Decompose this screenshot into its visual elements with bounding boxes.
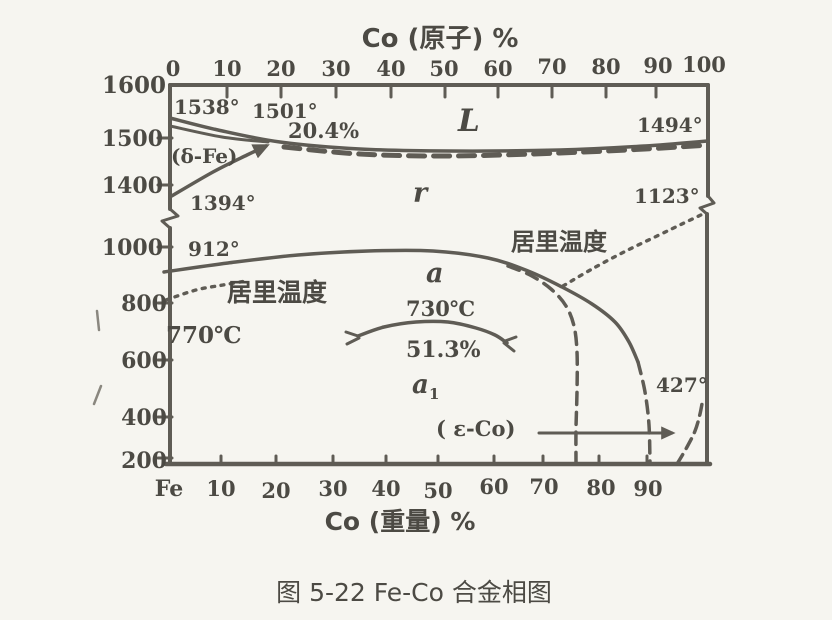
ann-1501: 1501°	[252, 99, 318, 123]
ann-1123: 1123°	[634, 184, 700, 208]
x-tick-Fe: Fe	[155, 476, 183, 502]
top-tick-70: 70	[537, 54, 566, 79]
top-tick-60: 60	[483, 56, 512, 81]
y-tick-1400: 1400	[102, 173, 163, 199]
liquidus-line	[168, 116, 710, 153]
top-tick-0: 0	[166, 56, 181, 81]
y-tick-1000: 1000	[102, 235, 163, 261]
x-tick-70: 70	[529, 474, 558, 499]
axis-ticks	[156, 83, 658, 466]
top-tick-100: 100	[682, 52, 726, 77]
curie-label-left: 居里温度	[227, 278, 327, 307]
y-tick-1600: 1600	[102, 72, 166, 99]
y-tick-400: 400	[121, 405, 167, 431]
alpha-gamma-boundary	[162, 248, 640, 364]
x-tick-80: 80	[586, 475, 615, 500]
margin-mark-upper	[95, 309, 101, 332]
margin-mark-lower	[92, 384, 103, 406]
phase-alpha: a	[426, 258, 444, 289]
right-axis-break	[698, 194, 716, 216]
phase-epsilon-co: ( ε-Co)	[436, 416, 515, 441]
x-tick-20: 20	[261, 478, 290, 503]
figure-labels: Co (原子) %0 10 20 30 40 50 60 70 80 90 100160015001…	[102, 24, 726, 607]
figure-caption: 图 5-22 Fe-Co 合金相图	[276, 578, 552, 607]
x-tick-60: 60	[479, 474, 508, 499]
phase-gamma: r	[413, 178, 429, 209]
phase-alpha1: a	[412, 370, 429, 400]
y-tick-200: 200	[121, 448, 167, 474]
ordering-dome-730	[356, 319, 509, 345]
top-tick-20: 20	[266, 56, 295, 81]
curie-label-right: 居里温度	[511, 228, 608, 256]
ann-51-3pct: 51.3%	[406, 337, 481, 363]
y-tick-1500: 1500	[102, 126, 163, 152]
curie-line-dotted-left	[164, 279, 248, 302]
ann-770: 770℃	[166, 322, 242, 349]
ann-730: 730℃	[406, 296, 475, 321]
ann-912: 912°	[188, 237, 240, 261]
phase-alpha1-sub: 1	[429, 385, 439, 403]
ann-1394: 1394°	[190, 191, 256, 215]
x-tick-40: 40	[371, 476, 400, 501]
top-tick-80: 80	[591, 54, 620, 79]
top-tick-90: 90	[643, 53, 672, 78]
x-tick-30: 30	[318, 476, 347, 501]
ann-427: 427°	[656, 373, 708, 397]
dome-fork-left-b	[345, 336, 361, 346]
phase-boundary-curves	[92, 83, 716, 467]
dome-fork-right-b	[502, 341, 516, 353]
phase-delta-fe: (δ-Fe)	[171, 144, 237, 168]
ann-1494: 1494°	[637, 113, 703, 137]
delta-solidus-line	[168, 124, 270, 144]
alpha-gamma-boundary-dashed-lower	[636, 360, 652, 464]
dome-fork-right-a	[503, 335, 518, 343]
ann-1538: 1538°	[174, 95, 240, 119]
epsilon-co-boundary-dashed	[675, 396, 705, 466]
delta-gamma-line	[168, 144, 270, 199]
y-tick-800: 800	[121, 291, 167, 317]
bottom-axis-title: Co (重量) %	[325, 507, 476, 536]
phase-L: L	[457, 103, 480, 139]
ann-20-4pct: 20.4%	[288, 118, 359, 143]
top-tick-30: 30	[321, 56, 350, 81]
y-tick-600: 600	[121, 348, 167, 374]
top-tick-10: 10	[212, 56, 241, 81]
x-tick-10: 10	[206, 476, 235, 501]
x-tick-90: 90	[633, 476, 662, 501]
x-tick-50: 50	[423, 478, 452, 503]
ordering-boundary-dashed	[506, 264, 580, 464]
top-axis-title: Co (原子) %	[362, 24, 519, 54]
curie-line-dotted-right	[561, 211, 707, 288]
top-tick-50: 50	[429, 56, 458, 81]
dome-fork-left-a	[344, 330, 360, 338]
top-tick-40: 40	[376, 56, 405, 81]
left-axis-break	[160, 207, 180, 230]
gamma-solidus-dashed	[281, 142, 711, 159]
